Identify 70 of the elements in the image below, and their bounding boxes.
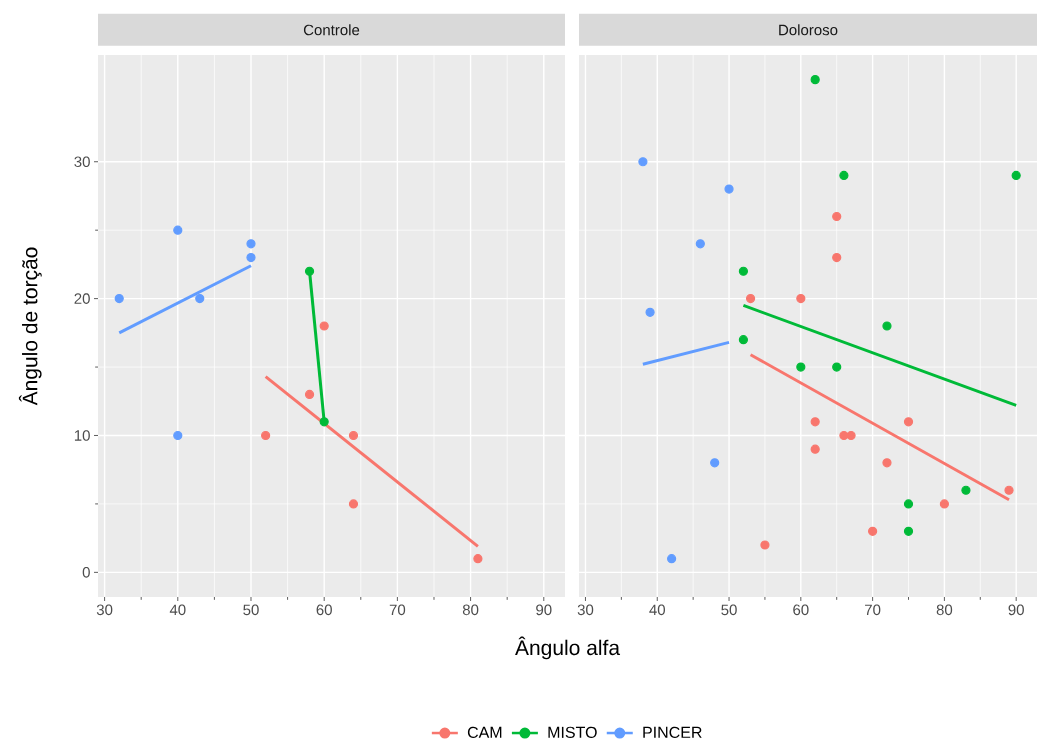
point bbox=[638, 157, 648, 167]
point bbox=[796, 362, 806, 372]
chart-title: Doloroso bbox=[779, 24, 838, 36]
point bbox=[319, 417, 329, 427]
point bbox=[882, 321, 892, 331]
point bbox=[846, 430, 856, 441]
x-tick-label: 90 bbox=[1008, 604, 1024, 616]
point bbox=[246, 239, 256, 249]
point bbox=[810, 75, 820, 85]
x-tick-label: 40 bbox=[169, 604, 186, 616]
point bbox=[832, 211, 842, 222]
point bbox=[173, 225, 183, 235]
point bbox=[961, 485, 971, 495]
point bbox=[882, 458, 892, 468]
point bbox=[939, 499, 949, 509]
x-tick-label: 50 bbox=[243, 604, 259, 616]
x-tick-label: 40 bbox=[649, 604, 665, 616]
y-tick-label: 30 bbox=[74, 156, 90, 168]
point bbox=[173, 430, 183, 441]
point bbox=[319, 321, 329, 331]
x-tick-label: 30 bbox=[96, 604, 113, 616]
point bbox=[903, 499, 914, 509]
x-tick-label: 50 bbox=[721, 604, 737, 616]
x-tick-label: 30 bbox=[577, 604, 594, 616]
point bbox=[839, 430, 849, 441]
x-tick-label: 70 bbox=[865, 604, 881, 616]
point bbox=[695, 239, 705, 249]
x-tick-label: 70 bbox=[389, 604, 406, 616]
point bbox=[832, 252, 842, 263]
point bbox=[839, 170, 849, 181]
point bbox=[738, 335, 748, 345]
point bbox=[1011, 170, 1021, 181]
legend-label: CAM bbox=[467, 726, 502, 739]
legend-label: MISTO bbox=[548, 726, 597, 739]
point bbox=[832, 362, 842, 372]
point bbox=[645, 307, 655, 317]
point bbox=[760, 540, 770, 550]
point bbox=[304, 389, 315, 400]
point bbox=[304, 266, 315, 276]
point bbox=[473, 554, 483, 564]
point bbox=[246, 252, 256, 263]
y-tick-label: 0 bbox=[82, 567, 90, 578]
y-tick-label: 10 bbox=[74, 430, 90, 441]
point bbox=[667, 554, 677, 564]
point bbox=[738, 266, 748, 276]
x-tick-label: 60 bbox=[316, 604, 332, 616]
legend-label: PINCER bbox=[643, 726, 702, 739]
x-axis-title: Ângulo alfa bbox=[515, 636, 621, 660]
y-axis-title: Ângulo de torção bbox=[18, 247, 42, 406]
point bbox=[348, 499, 359, 509]
point bbox=[745, 294, 756, 304]
point bbox=[114, 294, 124, 304]
point bbox=[810, 444, 820, 454]
point bbox=[724, 184, 734, 194]
point bbox=[195, 294, 205, 304]
point bbox=[903, 417, 914, 427]
point bbox=[868, 526, 878, 536]
point bbox=[796, 294, 806, 304]
point bbox=[710, 458, 720, 468]
point bbox=[261, 430, 271, 441]
x-tick-label: 90 bbox=[536, 604, 552, 616]
point bbox=[903, 526, 914, 536]
chart-title: Controle bbox=[303, 24, 360, 36]
point bbox=[1004, 485, 1014, 495]
x-tick-label: 80 bbox=[462, 604, 479, 616]
point bbox=[810, 417, 820, 427]
point bbox=[348, 430, 359, 441]
x-tick-label: 80 bbox=[936, 604, 953, 616]
x-tick-label: 60 bbox=[793, 604, 809, 616]
y-tick-label: 20 bbox=[74, 293, 90, 304]
